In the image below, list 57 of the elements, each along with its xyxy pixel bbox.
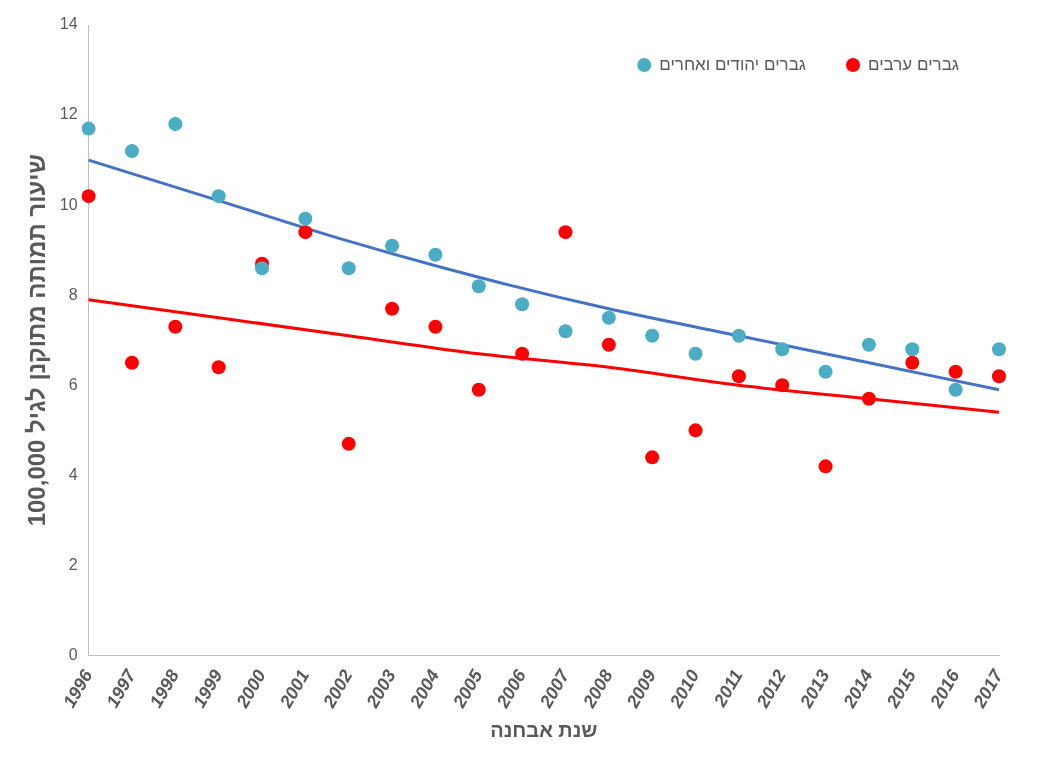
point <box>124 355 139 370</box>
point <box>515 346 530 361</box>
point <box>211 189 226 204</box>
point <box>211 360 226 375</box>
point <box>558 324 573 339</box>
point <box>601 337 616 352</box>
point <box>948 364 963 379</box>
y-tick-label: 4 <box>68 465 78 483</box>
line-series <box>87 158 1001 392</box>
point <box>992 369 1006 384</box>
point <box>905 355 920 370</box>
y-tick-label: 2 <box>68 555 78 573</box>
point <box>818 364 833 379</box>
point <box>731 369 746 384</box>
y-tick-label: 10 <box>59 195 78 213</box>
point <box>731 328 746 343</box>
point <box>775 342 790 357</box>
point <box>428 247 443 262</box>
point <box>124 144 139 159</box>
point <box>645 450 660 465</box>
y-tick-label: 0 <box>68 645 78 663</box>
point <box>515 297 530 312</box>
legend-label: גברים ערבים <box>867 54 959 74</box>
point <box>471 382 486 397</box>
y-axis-title: שיעור תמותה מתוקנן לגיל 100,000 <box>23 154 51 527</box>
point <box>471 279 486 294</box>
point <box>428 319 443 334</box>
point <box>688 423 703 438</box>
point <box>81 189 96 204</box>
y-tick-label: 12 <box>59 105 78 123</box>
point <box>558 225 573 240</box>
point <box>298 211 313 226</box>
point <box>601 310 616 325</box>
y-tick-label: 8 <box>68 285 78 303</box>
legend-label: גברים יהודים ואחרים <box>659 54 806 74</box>
point <box>948 382 963 397</box>
point <box>818 459 833 474</box>
point <box>775 378 790 393</box>
point <box>298 225 313 240</box>
y-tick-label: 14 <box>59 15 78 33</box>
x-axis-title: שנת אבחנה <box>490 718 598 741</box>
point <box>992 342 1006 357</box>
line-series <box>87 298 1001 414</box>
point <box>905 342 920 357</box>
point <box>168 117 183 132</box>
point <box>861 337 876 352</box>
point <box>81 121 96 136</box>
point <box>385 301 400 316</box>
point <box>688 346 703 361</box>
point <box>341 436 356 451</box>
point <box>861 391 876 406</box>
y-tick-label: 6 <box>68 375 78 393</box>
point <box>168 319 183 334</box>
point <box>645 328 660 343</box>
point <box>341 261 356 276</box>
point <box>255 261 270 276</box>
point <box>385 238 400 253</box>
